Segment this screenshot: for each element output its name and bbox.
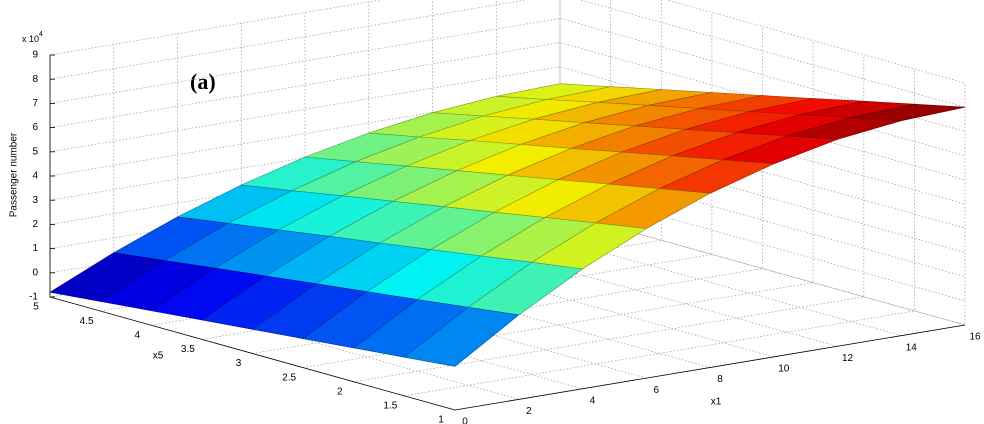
x1-tick-label: 6 bbox=[653, 385, 659, 396]
z-tick-label: 1 bbox=[32, 243, 38, 254]
z-tick-label: -1 bbox=[29, 292, 38, 303]
x1-tick-label: 0 bbox=[462, 417, 468, 424]
x1-axis-label: x1 bbox=[711, 397, 722, 408]
z-tick-label: 3 bbox=[32, 195, 38, 206]
x1-tick-label: 14 bbox=[906, 342, 918, 353]
z-tick-label: 7 bbox=[32, 98, 38, 109]
z-tick-label: 5 bbox=[32, 146, 38, 157]
grid-line bbox=[49, 0, 966, 108]
grid-line bbox=[49, 90, 966, 205]
grid-line bbox=[353, 54, 865, 383]
z-tick-label: 4 bbox=[32, 171, 38, 182]
grid-line bbox=[49, 0, 966, 84]
x1-tick-label: 10 bbox=[778, 364, 790, 375]
x1-tick-label: 4 bbox=[590, 395, 596, 406]
x5-axis-label: x5 bbox=[153, 351, 164, 362]
z-tick-label: 2 bbox=[32, 219, 38, 230]
scale-label: x 104 bbox=[22, 31, 43, 45]
grid-line bbox=[49, 66, 966, 181]
x5-tick-label: 3 bbox=[236, 358, 242, 369]
annotation: (a) bbox=[190, 69, 216, 94]
grid-line bbox=[49, 114, 966, 229]
x5-tick-label: 4 bbox=[134, 330, 140, 341]
x1-tick-label: 2 bbox=[526, 406, 532, 417]
x5-tick-label: 1 bbox=[438, 415, 444, 424]
x5-tick-label: 2.5 bbox=[282, 372, 296, 383]
z-axis-label: Passenger number bbox=[9, 132, 20, 217]
z-tick-label: 9 bbox=[32, 50, 38, 61]
scale-base: x 10 bbox=[22, 34, 39, 44]
grid-line bbox=[49, 18, 966, 132]
x1-tick-label: 12 bbox=[842, 353, 854, 364]
grid-line bbox=[49, 42, 966, 156]
z-tick-label: 0 bbox=[32, 267, 38, 278]
x1-tick-label: 8 bbox=[717, 374, 723, 385]
surface-patch bbox=[404, 306, 520, 367]
z-tick-label: 6 bbox=[32, 122, 38, 133]
grid-line bbox=[404, 68, 915, 397]
x5-tick-label: 2 bbox=[337, 386, 343, 397]
x5-tick-label: 4.5 bbox=[80, 316, 94, 327]
x5-tick-label: 1.5 bbox=[383, 401, 397, 412]
x5-tick-label: 3.5 bbox=[181, 344, 195, 355]
z-tick-label: 8 bbox=[32, 74, 38, 85]
scale-exponent: 4 bbox=[39, 31, 43, 38]
x5-tick-label: 5 bbox=[33, 302, 39, 313]
x1-tick-label: 16 bbox=[969, 332, 981, 343]
